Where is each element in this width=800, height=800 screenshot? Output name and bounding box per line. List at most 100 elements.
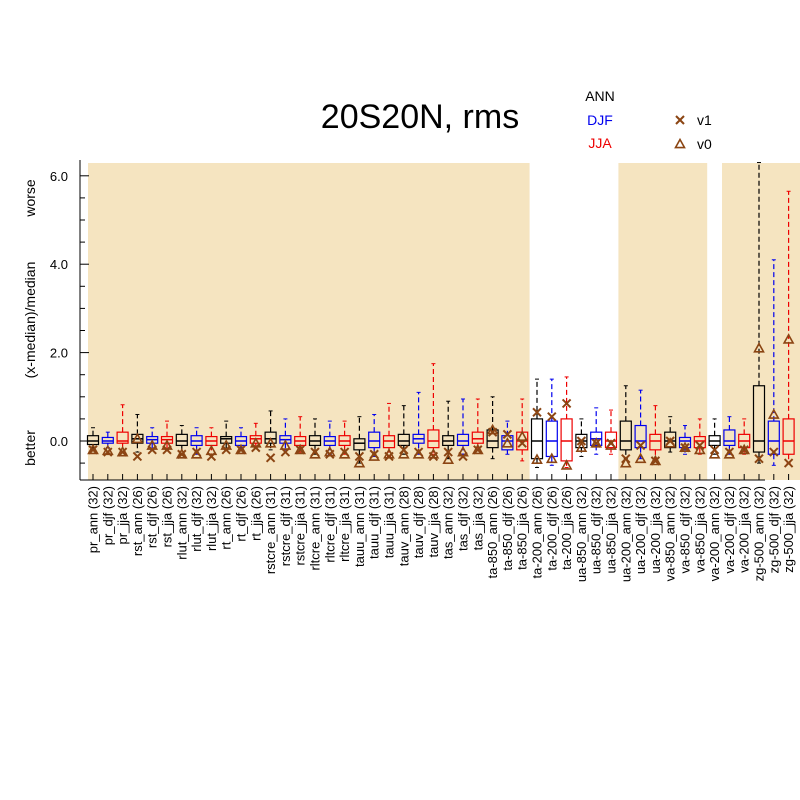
y-tick-label: 0.0 bbox=[50, 434, 68, 449]
box-iqr bbox=[486, 429, 499, 449]
box-iqr bbox=[116, 431, 129, 444]
marker-v0 bbox=[175, 448, 188, 459]
axes bbox=[79, 160, 765, 481]
category-label: rst_ann (26) bbox=[130, 486, 145, 556]
marker-v1 bbox=[502, 429, 513, 440]
category-label: tas_ann (32) bbox=[441, 486, 456, 559]
box-zg-500_ann bbox=[752, 162, 766, 464]
box-iqr bbox=[397, 433, 410, 447]
category-label: rstcre_djf (31) bbox=[278, 486, 293, 566]
box-va-200_jja bbox=[738, 418, 751, 455]
box-ta-850_jja bbox=[516, 398, 529, 462]
marker-v1 bbox=[177, 449, 187, 459]
box-rltcre_jja bbox=[338, 420, 351, 459]
marker-v1 bbox=[117, 447, 128, 457]
category-label: tauv_ann (28) bbox=[396, 486, 411, 566]
box-iqr bbox=[456, 433, 470, 447]
category-label: tauv_djf (28) bbox=[411, 486, 426, 558]
marker-v1 bbox=[576, 436, 587, 446]
box-pr_djf bbox=[101, 431, 114, 457]
category-label: rltcre_jja (31) bbox=[337, 486, 352, 562]
legend-v0-marker bbox=[674, 137, 686, 149]
category-label: rltcre_ann (31) bbox=[308, 486, 323, 571]
box-ta-850_ann bbox=[486, 396, 499, 460]
legend-v0-triangle bbox=[674, 137, 686, 149]
box-iqr bbox=[634, 424, 647, 449]
marker-v1 bbox=[295, 445, 305, 455]
marker-v0 bbox=[116, 445, 129, 457]
box-iqr bbox=[353, 438, 366, 451]
box-iqr bbox=[368, 431, 381, 449]
box-ua-200_djf bbox=[634, 389, 647, 464]
box-ta-200_jja bbox=[560, 376, 573, 470]
category-label: pr_ann (32) bbox=[86, 486, 101, 553]
category-label: va-850_djf (32) bbox=[678, 486, 693, 573]
marker-v1 bbox=[783, 458, 794, 468]
shaded-region-2 bbox=[722, 163, 800, 480]
box-tauv_jja bbox=[427, 363, 440, 462]
box-iqr bbox=[619, 420, 632, 451]
y-axis-label-worse: worse bbox=[22, 179, 38, 218]
chart-title: 20S20N, rms bbox=[321, 98, 519, 136]
marker-v0 bbox=[264, 437, 277, 448]
box-rstcre_jja bbox=[294, 416, 307, 455]
marker-v0 bbox=[205, 444, 218, 456]
box-iqr bbox=[175, 433, 188, 447]
y-tick-label: 4.0 bbox=[50, 257, 68, 272]
marker-v0 bbox=[235, 443, 247, 455]
marker-v0 bbox=[190, 448, 203, 459]
category-label: ta-850_djf (26) bbox=[500, 486, 515, 571]
box-va-850_jja bbox=[693, 418, 706, 455]
box-rstcre_djf bbox=[279, 418, 292, 457]
season-legend: ANN DJF JJA bbox=[585, 88, 615, 151]
marker-v0 bbox=[220, 439, 233, 450]
box-ta-850_djf bbox=[501, 420, 514, 455]
marker-v0 bbox=[101, 444, 114, 456]
box-rst_ann bbox=[131, 413, 144, 462]
marker-v0 bbox=[767, 408, 780, 419]
marker-v1 bbox=[132, 451, 143, 462]
category-label: ta-200_ann (26) bbox=[530, 486, 545, 579]
category-label: rlut_djf (32) bbox=[189, 486, 204, 552]
legend-v1: v1 bbox=[697, 112, 712, 128]
box-iqr bbox=[782, 418, 795, 455]
category-label: tas_djf (32) bbox=[456, 486, 471, 551]
box-tas_jja bbox=[471, 398, 484, 455]
box-pr_ann bbox=[86, 427, 100, 455]
marker-v0 bbox=[131, 432, 144, 444]
box-tas_djf bbox=[456, 398, 470, 462]
marker-v1 bbox=[265, 453, 276, 463]
category-label: ua-850_jja (32) bbox=[604, 486, 619, 573]
box-ua-200_ann bbox=[619, 385, 632, 468]
box-tauu_jja bbox=[382, 402, 396, 462]
marker-v0 bbox=[782, 333, 795, 344]
box-tauv_djf bbox=[412, 391, 425, 459]
legend-djf: DJF bbox=[587, 112, 613, 128]
marker-v0 bbox=[634, 452, 647, 464]
category-label: va-200_ann (32) bbox=[707, 486, 722, 581]
category-label: zg-500_djf (32) bbox=[766, 486, 781, 573]
marker-v0 bbox=[323, 445, 336, 457]
marker-v0 bbox=[693, 443, 706, 455]
marker-v1 bbox=[236, 445, 246, 455]
marker-v1 bbox=[443, 447, 453, 457]
marker-v0 bbox=[338, 448, 351, 459]
marker-v1 bbox=[547, 411, 557, 422]
marker-v0 bbox=[753, 342, 765, 353]
box-tas_ann bbox=[442, 400, 455, 464]
legend-jja: JJA bbox=[588, 135, 612, 151]
marker-v0 bbox=[309, 448, 321, 459]
box-ua-200_jja bbox=[649, 405, 662, 466]
marker-v0 bbox=[708, 448, 721, 459]
shaded-regions bbox=[88, 163, 800, 480]
marker-v0 bbox=[294, 443, 307, 455]
version-legend: v1 v0 bbox=[674, 112, 712, 152]
category-label: tauu_djf (31) bbox=[367, 486, 382, 559]
category-label: zg-500_ann (32) bbox=[752, 486, 767, 581]
marker-v0 bbox=[590, 437, 603, 448]
y-tick-label: 2.0 bbox=[50, 346, 68, 361]
category-label: va-200_djf (32) bbox=[722, 486, 737, 573]
box-tauu_djf bbox=[368, 413, 381, 461]
marker-v1 bbox=[680, 442, 690, 453]
marker-v0 bbox=[397, 448, 410, 459]
